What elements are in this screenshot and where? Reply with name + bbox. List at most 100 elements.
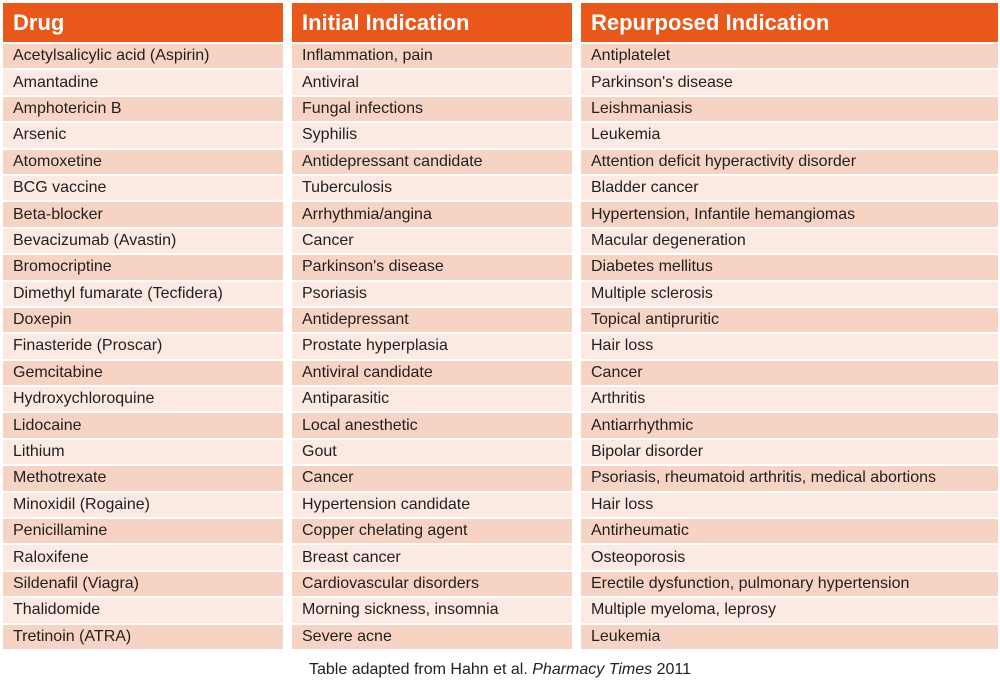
- table-row: Penicillamine Copper chelating agent Ant…: [0, 519, 1000, 546]
- table-row: Raloxifene Breast cancer Osteoporosis: [0, 545, 1000, 572]
- initial-indication-cell: Antiviral: [292, 70, 581, 97]
- header-row: Drug Initial Indication Repurposed Indic…: [0, 0, 1000, 44]
- initial-indication-cell: Cardiovascular disorders: [292, 571, 581, 599]
- table-row: Tretinoin (ATRA) Severe acne Leukemia: [0, 624, 1000, 651]
- initial-indication-cell: Gout: [292, 439, 581, 467]
- drug-cell: Thalidomide: [0, 598, 292, 625]
- drug-cell: Penicillamine: [0, 519, 292, 546]
- drug-cell: Hydroxychloroquine: [0, 387, 292, 414]
- repurposed-indication-cell: Hair loss: [581, 334, 1000, 361]
- initial-indication-cell: Antidepressant: [292, 307, 581, 335]
- drug-repurposing-table: Drug Initial Indication Repurposed Indic…: [0, 0, 1000, 651]
- repurposed-indication-cell: Attention deficit hyperactivity disorder: [581, 149, 1000, 176]
- initial-indication-cell: Cancer: [292, 228, 581, 256]
- repurposed-indication-cell: Multiple sclerosis: [581, 281, 1000, 308]
- drug-cell: Acetylsalicylic acid (Aspirin): [0, 44, 292, 71]
- drug-cell: Arsenic: [0, 123, 292, 150]
- drug-cell: Sildenafil (Viagra): [0, 571, 292, 599]
- drug-cell: Bevacizumab (Avastin): [0, 228, 292, 256]
- table-row: Amantadine Antiviral Parkinson's disease: [0, 70, 1000, 97]
- initial-indication-cell: Prostate hyperplasia: [292, 334, 581, 361]
- caption-journal-name: Pharmacy Times: [532, 660, 653, 678]
- table-caption: Table adapted from Hahn et al. Pharmacy …: [0, 661, 1000, 679]
- repurposed-indication-cell: Antiarrhythmic: [581, 413, 1000, 440]
- drug-cell: Tretinoin (ATRA): [0, 624, 292, 651]
- initial-indication-cell: Psoriasis: [292, 281, 581, 308]
- drug-cell: Dimethyl fumarate (Tecfidera): [0, 281, 292, 308]
- table-row: Doxepin Antidepressant Topical antipruri…: [0, 307, 1000, 335]
- table-body: Acetylsalicylic acid (Aspirin) Inflammat…: [0, 44, 1000, 651]
- repurposed-indication-cell: Cancer: [581, 360, 1000, 388]
- table-row: Hydroxychloroquine Antiparasitic Arthrit…: [0, 387, 1000, 414]
- table-row: Acetylsalicylic acid (Aspirin) Inflammat…: [0, 44, 1000, 71]
- drug-cell: Amantadine: [0, 70, 292, 97]
- initial-indication-cell: Morning sickness, insomnia: [292, 598, 581, 625]
- repurposed-indication-cell: Macular degeneration: [581, 228, 1000, 256]
- drug-cell: Raloxifene: [0, 545, 292, 572]
- initial-indication-cell: Severe acne: [292, 624, 581, 651]
- drug-cell: Lithium: [0, 439, 292, 467]
- initial-indication-cell: Arrhythmia/angina: [292, 202, 581, 229]
- table-row: Finasteride (Proscar) Prostate hyperplas…: [0, 334, 1000, 361]
- repurposed-indication-cell: Leishmaniasis: [581, 96, 1000, 124]
- repurposed-indication-cell: Bladder cancer: [581, 175, 1000, 203]
- drug-cell: Methotrexate: [0, 466, 292, 493]
- repurposed-indication-cell: Hair loss: [581, 492, 1000, 520]
- caption-prefix: Table adapted from Hahn et al.: [309, 660, 533, 678]
- table-row: Arsenic Syphilis Leukemia: [0, 123, 1000, 150]
- drug-cell: Minoxidil (Rogaine): [0, 492, 292, 520]
- drug-cell: Amphotericin B: [0, 96, 292, 124]
- table-row: Bromocriptine Parkinson's disease Diabet…: [0, 255, 1000, 282]
- drug-cell: BCG vaccine: [0, 175, 292, 203]
- repurposed-indication-cell: Parkinson's disease: [581, 70, 1000, 97]
- drug-cell: Beta-blocker: [0, 202, 292, 229]
- table-row: Lidocaine Local anesthetic Antiarrhythmi…: [0, 413, 1000, 440]
- initial-indication-cell: Fungal infections: [292, 96, 581, 124]
- repurposed-indication-cell: Leukemia: [581, 123, 1000, 150]
- drug-cell: Gemcitabine: [0, 360, 292, 388]
- table-row: BCG vaccine Tuberculosis Bladder cancer: [0, 175, 1000, 203]
- initial-indication-cell: Syphilis: [292, 123, 581, 150]
- column-header-drug: Drug: [0, 0, 292, 44]
- initial-indication-cell: Antidepressant candidate: [292, 149, 581, 176]
- repurposed-indication-cell: Hypertension, Infantile hemangiomas: [581, 202, 1000, 229]
- repurposed-indication-cell: Multiple myeloma, leprosy: [581, 598, 1000, 625]
- initial-indication-cell: Antiviral candidate: [292, 360, 581, 388]
- drug-cell: Lidocaine: [0, 413, 292, 440]
- column-header-initial-indication: Initial Indication: [292, 0, 581, 44]
- repurposed-indication-cell: Osteoporosis: [581, 545, 1000, 572]
- repurposed-indication-cell: Diabetes mellitus: [581, 255, 1000, 282]
- initial-indication-cell: Cancer: [292, 466, 581, 493]
- table-row: Amphotericin B Fungal infections Leishma…: [0, 96, 1000, 124]
- table-row: Thalidomide Morning sickness, insomnia M…: [0, 598, 1000, 625]
- repurposed-indication-cell: Bipolar disorder: [581, 439, 1000, 467]
- initial-indication-cell: Copper chelating agent: [292, 519, 581, 546]
- table-row: Dimethyl fumarate (Tecfidera) Psoriasis …: [0, 281, 1000, 308]
- initial-indication-cell: Hypertension candidate: [292, 492, 581, 520]
- initial-indication-cell: Inflammation, pain: [292, 44, 581, 71]
- drug-cell: Finasteride (Proscar): [0, 334, 292, 361]
- repurposed-indication-cell: Arthritis: [581, 387, 1000, 414]
- table-row: Minoxidil (Rogaine) Hypertension candida…: [0, 492, 1000, 520]
- repurposed-indication-cell: Topical antipruritic: [581, 307, 1000, 335]
- table-row: Methotrexate Cancer Psoriasis, rheumatoi…: [0, 466, 1000, 493]
- repurposed-indication-cell: Antiplatelet: [581, 44, 1000, 71]
- initial-indication-cell: Breast cancer: [292, 545, 581, 572]
- repurposed-indication-cell: Leukemia: [581, 624, 1000, 651]
- table-row: Atomoxetine Antidepressant candidate Att…: [0, 149, 1000, 176]
- repurposed-indication-cell: Erectile dysfunction, pulmonary hyperten…: [581, 571, 1000, 599]
- initial-indication-cell: Tuberculosis: [292, 175, 581, 203]
- caption-suffix: 2011: [652, 660, 691, 678]
- drug-cell: Atomoxetine: [0, 149, 292, 176]
- table-row: Lithium Gout Bipolar disorder: [0, 439, 1000, 467]
- drug-cell: Bromocriptine: [0, 255, 292, 282]
- table-row: Bevacizumab (Avastin) Cancer Macular deg…: [0, 228, 1000, 256]
- initial-indication-cell: Parkinson's disease: [292, 255, 581, 282]
- repurposed-indication-cell: Antirheumatic: [581, 519, 1000, 546]
- table-row: Beta-blocker Arrhythmia/angina Hypertens…: [0, 202, 1000, 229]
- initial-indication-cell: Local anesthetic: [292, 413, 581, 440]
- drug-cell: Doxepin: [0, 307, 292, 335]
- column-header-repurposed-indication: Repurposed Indication: [581, 0, 1000, 44]
- repurposed-indication-cell: Psoriasis, rheumatoid arthritis, medical…: [581, 466, 1000, 493]
- table-row: Gemcitabine Antiviral candidate Cancer: [0, 360, 1000, 388]
